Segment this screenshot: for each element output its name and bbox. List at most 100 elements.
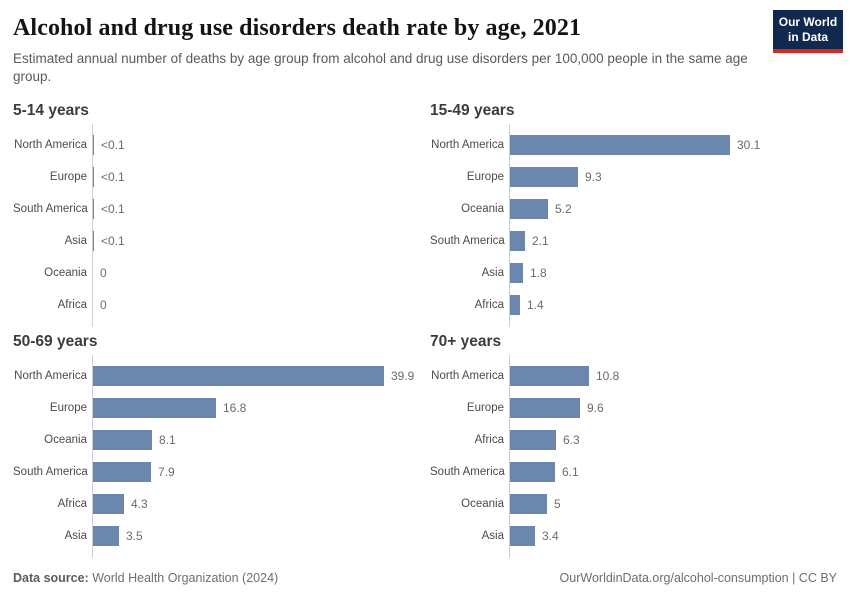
panel-title: 70+ years [430,333,502,350]
bar-area: 3.5 [92,520,420,552]
value-label: 10.8 [596,369,620,383]
category-label: Oceania [44,267,87,279]
category-label: Africa [57,299,87,311]
bar [93,366,384,386]
chart-subtitle: Estimated annual number of deaths by age… [13,51,748,84]
chart-title: Alcohol and drug use disorders death rat… [13,15,582,41]
panels-grid: 5-14 years North America <0.1 Europe <0.1 So… [13,102,837,564]
bar-row: Oceania 0 [13,257,420,289]
category-label: South America [430,235,505,247]
bar-area: 16.8 [92,392,420,424]
value-label: 2.1 [532,234,549,248]
bar-area: 30.1 [509,129,837,161]
bar-row: Oceania 8.1 [13,424,420,456]
value-label: 39.9 [391,369,415,383]
bar-row: North America 30.1 [430,129,837,161]
value-label: <0.1 [101,170,125,184]
bar [93,231,94,251]
bar-area: 1.4 [509,289,837,321]
bar-row: Asia 3.4 [430,520,837,552]
data-source: Data source: World Health Organization (… [13,571,278,585]
bar [93,526,119,546]
panel-title: 50-69 years [13,333,98,350]
bar-area: 3.4 [509,520,837,552]
value-label: 1.8 [530,266,547,280]
data-source-value: World Health Organization (2024) [92,571,279,585]
value-label: 7.9 [158,465,175,479]
category-label: Europe [49,402,87,414]
bar [510,295,520,315]
panel-rows: North America 30.1 Europe 9.3 Oceania 5.2 Sout… [430,124,837,327]
value-label: 0 [100,266,107,280]
bar [510,231,525,251]
bar-row: Europe 9.3 [430,161,837,193]
category-label: South America [430,466,505,478]
bar-area: <0.1 [92,193,420,225]
owid-logo-line2: in Data [787,30,828,44]
category-label: Asia [64,235,87,247]
bar [510,263,523,283]
bar [93,398,216,418]
category-label: Oceania [44,434,87,446]
bar [510,398,580,418]
value-label: <0.1 [101,138,125,152]
bar [510,167,578,187]
bar [93,430,152,450]
bar [510,430,556,450]
bar [510,199,548,219]
category-label: Europe [466,171,504,183]
bar-row: North America <0.1 [13,129,420,161]
bar-row: Asia 3.5 [13,520,420,552]
owid-logo: Our World in Data [773,10,843,53]
bar-row: Africa 0 [13,289,420,321]
bar [93,462,151,482]
category-label: South America [13,203,88,215]
bar [93,135,94,155]
bar-area: 2.1 [509,225,837,257]
bar-area: 1.8 [509,257,837,289]
category-label: Africa [57,498,87,510]
category-label: Oceania [461,203,504,215]
bar-row: South America 7.9 [13,456,420,488]
category-label: Africa [474,434,504,446]
bar-area: 39.9 [92,360,420,392]
bar-area: 9.3 [509,161,837,193]
bar-area: <0.1 [92,129,420,161]
bar-area: 5.2 [509,193,837,225]
value-label: 9.6 [587,401,604,415]
bar-row: Asia 1.8 [430,257,837,289]
value-label: 5.2 [555,202,572,216]
bar [93,167,94,187]
panel-rows: North America 39.9 Europe 16.8 Oceania 8.1 Sou… [13,355,420,558]
bar-area: 5 [509,488,837,520]
panel-70-plus-years: 70+ years North America 10.8 Europe 9.6 Afri… [430,333,837,558]
bar-row: North America 39.9 [13,360,420,392]
bar-row: Europe <0.1 [13,161,420,193]
value-label: 16.8 [223,401,247,415]
value-label: 6.3 [563,433,580,447]
category-label: North America [431,370,504,382]
bar-area: 7.9 [92,456,420,488]
value-label: 4.3 [131,497,148,511]
bar-row: North America 10.8 [430,360,837,392]
bar-row: South America 2.1 [430,225,837,257]
bar [510,366,589,386]
value-label: 9.3 [585,170,602,184]
panel-rows: North America 10.8 Europe 9.6 Africa 6.3 South… [430,355,837,558]
value-label: <0.1 [101,234,125,248]
bar-row: Africa 1.4 [430,289,837,321]
bar-row: Africa 4.3 [13,488,420,520]
panel-50-69-years: 50-69 years North America 39.9 Europe 16.8 O… [13,333,420,558]
category-label: Asia [481,267,504,279]
bar-row: Europe 9.6 [430,392,837,424]
bar-area: 6.3 [509,424,837,456]
bar-row: Africa 6.3 [430,424,837,456]
bar-area: 0 [92,257,420,289]
value-label: 6.1 [562,465,579,479]
bar [93,494,124,514]
category-label: North America [14,370,87,382]
bar [93,199,94,219]
category-label: Europe [49,171,87,183]
bar [510,494,547,514]
